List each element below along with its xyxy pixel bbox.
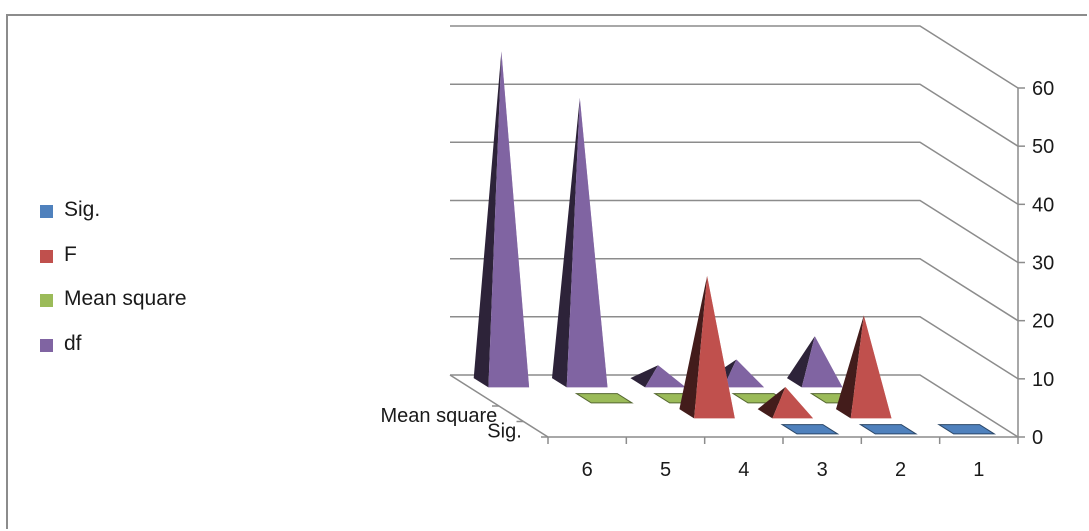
- legend-label-sig: Sig.: [64, 198, 101, 221]
- depth-label: Sig.: [487, 420, 521, 442]
- category-label: 5: [660, 459, 671, 481]
- pyramid-df-4: [630, 365, 686, 388]
- category-label: 4: [738, 459, 749, 481]
- pyramid-f-2: [836, 315, 892, 419]
- pyramid-sig--2: [858, 424, 918, 435]
- gridline: [450, 141, 1019, 205]
- pyramid-base: [858, 424, 918, 435]
- pyramid-df-6: [473, 51, 530, 388]
- legend-swatch-sig: [40, 205, 53, 218]
- pyramid-sig--3: [780, 424, 840, 435]
- pyramid-face-front: [645, 365, 686, 388]
- pyramid-face-left: [757, 387, 786, 419]
- pyramid-f-3: [757, 387, 814, 419]
- pyramid-face-front: [694, 275, 735, 419]
- pyramid-face-left: [552, 97, 580, 388]
- pyramid-base: [937, 424, 997, 435]
- value-tick-label: 30: [1032, 253, 1054, 275]
- pyramid-df-2: [787, 336, 843, 388]
- value-tick-label: 60: [1032, 78, 1054, 100]
- legend-swatch-df: [40, 339, 53, 353]
- pyramid-f-4: [679, 275, 735, 419]
- gridline: [450, 199, 1019, 264]
- value-tick-label: 20: [1032, 311, 1054, 333]
- pyramid-face-left: [473, 51, 502, 388]
- gridline: [450, 374, 1019, 438]
- category-label: 3: [817, 459, 828, 481]
- pyramid-df-5: [552, 97, 608, 388]
- gridline: [450, 83, 1019, 147]
- category-label: 6: [582, 459, 593, 481]
- category-label: 1: [973, 459, 984, 481]
- value-tick-label: 40: [1032, 194, 1054, 216]
- pyramid-face-front: [566, 97, 608, 388]
- pyramid-base: [780, 424, 840, 435]
- pyramid-sig--1: [937, 424, 997, 435]
- gridline: [450, 25, 1019, 89]
- value-tick-label: 0: [1032, 427, 1043, 449]
- legend-label-mean-square: Mean square: [64, 287, 187, 311]
- category-label: 2: [895, 459, 906, 481]
- pyramid-face-left: [630, 365, 659, 388]
- value-tick-label: 50: [1032, 136, 1054, 158]
- pyramid-face-left: [679, 275, 708, 419]
- chart-marks: [473, 51, 997, 435]
- chart-labels: 0 10 20 30 40 50 60 6 5 4 3 2 1 Sig.Mean square: [381, 78, 1055, 481]
- legend-label-df: df: [64, 332, 82, 356]
- gridline: [450, 257, 1019, 322]
- legend-label-f: F: [64, 242, 77, 266]
- pyramid-base: [574, 393, 634, 404]
- pyramid-face-front: [801, 336, 843, 388]
- pyramid-face-front: [488, 51, 530, 388]
- depth-label: Mean square: [381, 405, 498, 427]
- gridline: [450, 316, 1019, 380]
- pyramid-face-front: [723, 359, 765, 388]
- pyramid-face-front: [772, 387, 814, 419]
- pyramid-mean-square-5: [574, 393, 634, 404]
- chart-walls: [449, 25, 1025, 444]
- legend-swatch-mean-square: [40, 294, 53, 308]
- value-tick-label: 10: [1032, 369, 1054, 391]
- legend-swatch-f: [40, 249, 53, 263]
- pyramid-face-front: [850, 315, 892, 419]
- chart-frame: [6, 14, 1087, 529]
- pyramid-face-left: [787, 336, 815, 388]
- pyramid-face-left: [836, 315, 864, 419]
